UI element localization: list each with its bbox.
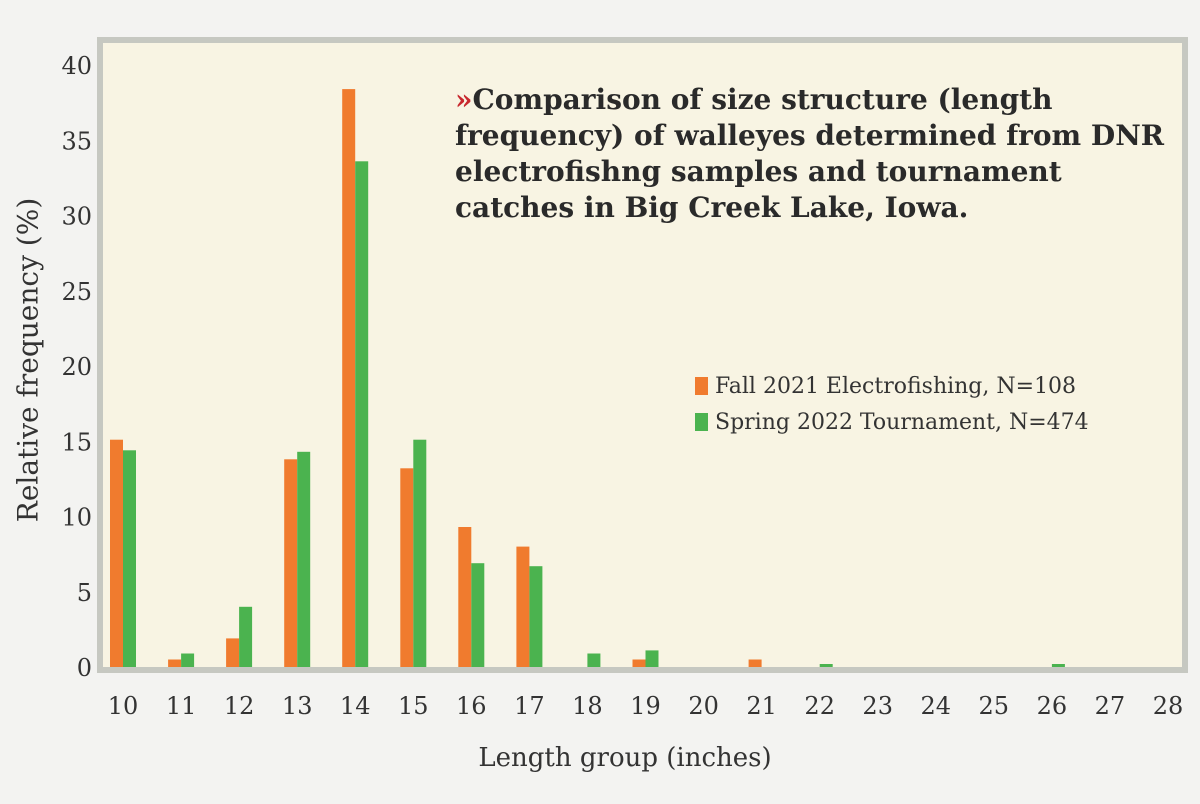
x-tick-label: 26 — [1037, 692, 1068, 720]
x-tick-label: 14 — [340, 692, 371, 720]
y-tick-label: 10 — [61, 504, 92, 532]
bars-layer — [110, 89, 1065, 668]
bar-series-1-11 — [168, 659, 182, 667]
bar-series-2-16 — [471, 563, 485, 667]
bar-series-1-12 — [226, 638, 240, 667]
bar-series-1-21 — [748, 659, 762, 667]
y-tick-label: 30 — [61, 203, 92, 231]
legend-item-series-2: Spring 2022 Tournament, N=474 — [695, 404, 1089, 440]
x-tick-label: 23 — [862, 692, 893, 720]
title-marker-icon: » — [455, 83, 473, 116]
bar-series-1-10 — [110, 439, 123, 667]
chart-title: Comparison of size structure (length fre… — [455, 83, 1165, 224]
bar-series-2-26 — [1051, 664, 1065, 667]
y-tick-label: 35 — [61, 127, 92, 155]
x-tick-label: 21 — [746, 692, 777, 720]
bar-series-2-12 — [239, 606, 253, 667]
x-tick-label: 22 — [804, 692, 835, 720]
x-axis-ticks: 10 11 12 13 14 15 16 17 18 19 20 21 22 23 24 25 26 27 28 — [108, 692, 1184, 720]
y-tick-label: 40 — [61, 52, 92, 80]
x-tick-label: 27 — [1095, 692, 1126, 720]
bar-series-2-10 — [123, 450, 136, 667]
bar-series-1-19 — [632, 659, 646, 667]
x-tick-label: 12 — [224, 692, 255, 720]
x-tick-label: 28 — [1153, 692, 1184, 720]
x-tick-label: 25 — [979, 692, 1010, 720]
plot-frame — [97, 37, 1188, 673]
legend-item-series-1: Fall 2021 Electrofishing, N=108 — [695, 368, 1089, 404]
bar-series-1-15 — [400, 468, 414, 667]
y-axis-ticks: 0 5 10 15 20 25 30 35 40 — [61, 52, 92, 682]
x-axis-label: Length group (inches) — [478, 743, 772, 773]
legend-swatch-series-1 — [695, 377, 708, 395]
bar-series-1-17 — [516, 546, 530, 667]
x-tick-label: 16 — [456, 692, 487, 720]
x-tick-label: 11 — [166, 692, 197, 720]
x-tick-label: 15 — [398, 692, 429, 720]
y-tick-label: 20 — [61, 353, 92, 381]
x-tick-label: 10 — [108, 692, 139, 720]
bar-series-2-17 — [529, 566, 543, 667]
x-tick-label: 20 — [688, 692, 719, 720]
bar-series-2-13 — [297, 451, 311, 667]
legend-label-series-2: Spring 2022 Tournament, N=474 — [715, 409, 1089, 435]
bar-series-2-19 — [645, 650, 659, 667]
bar-series-2-14 — [355, 161, 369, 668]
bar-series-1-16 — [458, 527, 472, 667]
legend: Fall 2021 Electrofishing, N=108 Spring 2… — [695, 368, 1089, 440]
bar-series-2-18 — [587, 653, 601, 667]
x-tick-label: 18 — [572, 692, 603, 720]
chart-title-block: »Comparison of size structure (length fr… — [455, 82, 1175, 226]
bar-series-2-15 — [413, 439, 427, 667]
y-tick-label: 0 — [77, 654, 92, 682]
y-tick-label: 15 — [61, 428, 92, 456]
bar-series-2-22 — [819, 664, 833, 667]
legend-label-series-1: Fall 2021 Electrofishing, N=108 — [715, 373, 1077, 399]
bar-series-1-14 — [342, 89, 356, 668]
y-tick-label: 5 — [77, 579, 92, 607]
y-axis-label: Relative frequency (%) — [11, 197, 45, 523]
x-tick-label: 24 — [921, 692, 952, 720]
bar-series-2-11 — [181, 653, 195, 667]
bar-series-1-13 — [284, 459, 298, 667]
legend-swatch-series-2 — [695, 413, 708, 431]
y-tick-label: 25 — [61, 278, 92, 306]
x-tick-label: 13 — [282, 692, 313, 720]
x-tick-label: 19 — [630, 692, 661, 720]
x-tick-label: 17 — [514, 692, 545, 720]
